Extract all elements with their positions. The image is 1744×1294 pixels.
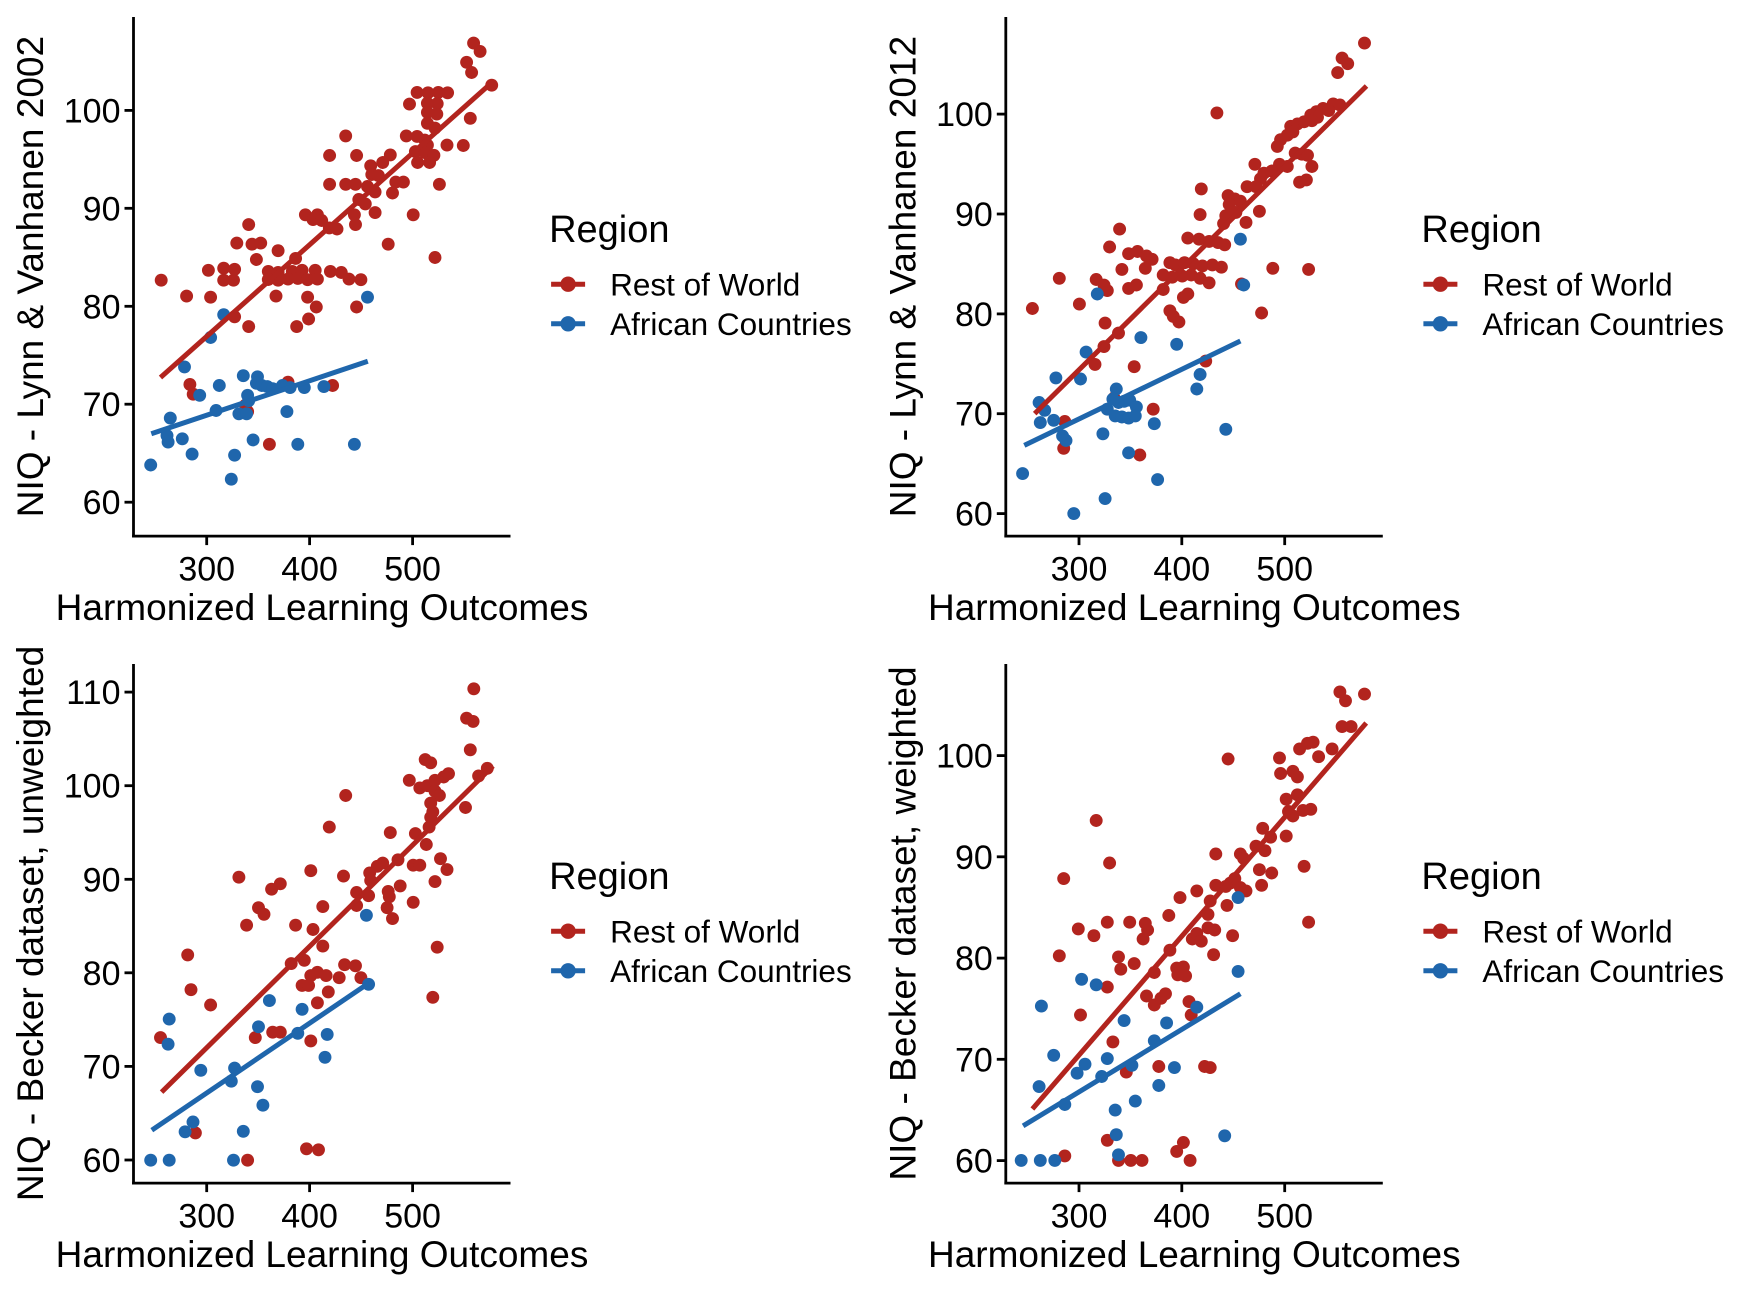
- svg-text:300: 300: [1051, 1197, 1108, 1235]
- svg-text:60: 60: [955, 496, 993, 534]
- svg-text:Harmonized Learning Outcomes: Harmonized Learning Outcomes: [928, 1234, 1461, 1275]
- svg-text:70: 70: [955, 1041, 993, 1079]
- svg-text:90: 90: [955, 839, 993, 877]
- svg-text:500: 500: [384, 550, 441, 588]
- svg-text:Rest of World: Rest of World: [1482, 913, 1672, 949]
- svg-text:300: 300: [178, 1197, 235, 1235]
- svg-text:90: 90: [955, 196, 993, 234]
- svg-text:NIQ - Lynn & Vanhanen 2012: NIQ - Lynn & Vanhanen 2012: [882, 36, 923, 517]
- svg-text:Rest of World: Rest of World: [610, 913, 800, 949]
- svg-text:100: 100: [936, 96, 993, 134]
- svg-text:Region: Region: [1421, 209, 1541, 251]
- svg-text:80: 80: [955, 940, 993, 978]
- svg-text:NIQ - Becker dataset, unweight: NIQ - Becker dataset, unweighted: [10, 646, 51, 1201]
- svg-text:400: 400: [1153, 550, 1210, 588]
- svg-text:African Countries: African Countries: [610, 306, 852, 342]
- svg-text:80: 80: [955, 296, 993, 334]
- svg-text:Harmonized Learning Outcomes: Harmonized Learning Outcomes: [56, 1234, 589, 1275]
- svg-text:100: 100: [64, 92, 121, 130]
- svg-text:Harmonized Learning Outcomes: Harmonized Learning Outcomes: [56, 587, 589, 628]
- svg-text:300: 300: [1051, 550, 1108, 588]
- svg-text:African Countries: African Countries: [1482, 953, 1724, 989]
- svg-text:NIQ - Lynn & Vanhanen 2002: NIQ - Lynn & Vanhanen 2002: [10, 36, 51, 517]
- svg-text:500: 500: [384, 1197, 441, 1235]
- svg-text:Harmonized Learning Outcomes: Harmonized Learning Outcomes: [928, 587, 1461, 628]
- svg-text:80: 80: [83, 288, 121, 326]
- svg-text:70: 70: [955, 396, 993, 434]
- svg-text:Rest of World: Rest of World: [610, 266, 800, 302]
- svg-text:100: 100: [64, 768, 121, 806]
- svg-text:400: 400: [281, 1197, 338, 1235]
- svg-text:60: 60: [83, 484, 121, 522]
- svg-text:90: 90: [83, 190, 121, 228]
- svg-text:400: 400: [281, 550, 338, 588]
- svg-text:Rest of World: Rest of World: [1482, 266, 1672, 302]
- svg-text:Region: Region: [549, 209, 669, 251]
- svg-text:90: 90: [83, 861, 121, 899]
- svg-text:Region: Region: [549, 856, 669, 898]
- svg-text:70: 70: [83, 1048, 121, 1086]
- svg-text:500: 500: [1256, 1197, 1313, 1235]
- svg-text:70: 70: [83, 386, 121, 424]
- svg-text:African Countries: African Countries: [610, 953, 852, 989]
- svg-text:60: 60: [83, 1142, 121, 1180]
- svg-text:500: 500: [1256, 550, 1313, 588]
- svg-text:110: 110: [66, 674, 120, 712]
- svg-text:African Countries: African Countries: [1482, 306, 1724, 342]
- svg-text:80: 80: [83, 955, 121, 993]
- svg-text:60: 60: [955, 1143, 993, 1181]
- svg-text:Region: Region: [1421, 856, 1541, 898]
- svg-text:400: 400: [1153, 1197, 1210, 1235]
- svg-text:NIQ - Becker dataset, weighted: NIQ - Becker dataset, weighted: [882, 666, 923, 1180]
- svg-text:100: 100: [936, 738, 993, 776]
- svg-text:300: 300: [178, 550, 235, 588]
